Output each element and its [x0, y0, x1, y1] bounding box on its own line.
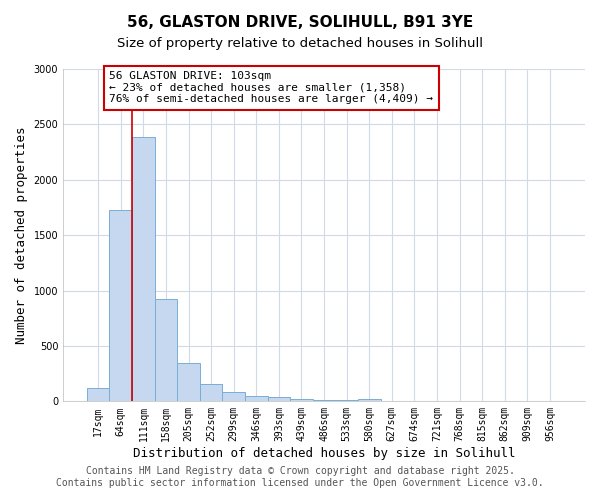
X-axis label: Distribution of detached houses by size in Solihull: Distribution of detached houses by size … — [133, 447, 515, 460]
Bar — [177, 362, 200, 402]
Bar — [290, 399, 313, 402]
Bar — [223, 392, 245, 402]
Bar — [155, 300, 177, 402]
Bar — [313, 400, 335, 402]
Bar — [109, 210, 132, 402]
Text: Contains HM Land Registry data © Crown copyright and database right 2025.
Contai: Contains HM Land Registry data © Crown c… — [56, 466, 544, 487]
Y-axis label: Number of detached properties: Number of detached properties — [15, 126, 28, 344]
Bar — [245, 396, 268, 402]
Bar — [132, 136, 155, 402]
Bar — [87, 388, 109, 402]
Text: 56 GLASTON DRIVE: 103sqm
← 23% of detached houses are smaller (1,358)
76% of sem: 56 GLASTON DRIVE: 103sqm ← 23% of detach… — [109, 71, 433, 104]
Text: 56, GLASTON DRIVE, SOLIHULL, B91 3YE: 56, GLASTON DRIVE, SOLIHULL, B91 3YE — [127, 15, 473, 30]
Text: Size of property relative to detached houses in Solihull: Size of property relative to detached ho… — [117, 38, 483, 51]
Bar — [200, 384, 223, 402]
Bar — [268, 397, 290, 402]
Bar — [358, 398, 380, 402]
Bar — [335, 400, 358, 402]
